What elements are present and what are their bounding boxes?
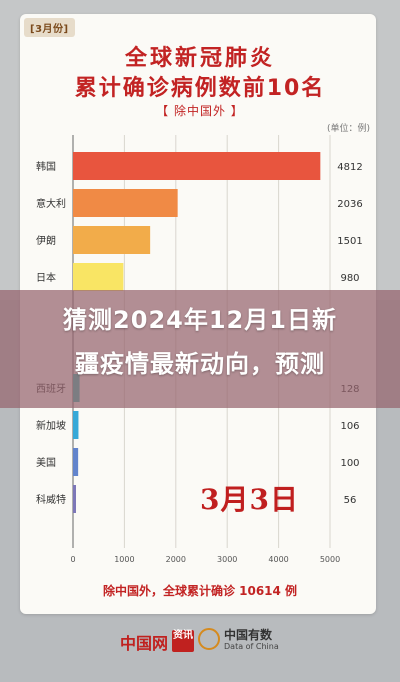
category-label: 伊朗 [36,235,56,247]
china-net-logo: 中国网 [120,634,169,653]
value-label: 4812 [337,162,362,173]
x-tick-label: 1000 [114,555,134,564]
bar [73,189,178,217]
headline-line1: 猜测2024年12月1日新 [63,306,337,334]
chart-title-line1: 全球新冠肺炎 [124,46,275,71]
chart-subtitle: 【 除中国外 】 [156,104,244,118]
bar [73,226,151,254]
category-label: 日本 [36,271,56,284]
value-label: 106 [340,421,359,432]
logo-bar: 中国网 资讯 中国有数 Data of China [0,622,400,662]
x-tick-label: 4000 [268,555,288,564]
category-label: 意大利 [36,197,66,210]
data-of-china-logo: 中国有数 [224,628,273,642]
bar [73,152,321,180]
value-label: 980 [340,273,359,284]
value-label: 56 [344,495,357,506]
x-tick-label: 5000 [320,555,340,564]
category-label: 美国 [36,456,56,469]
value-label: 2036 [337,199,362,210]
x-tick-label: 2000 [166,555,186,564]
date-stamp: 3月3日 [200,483,299,516]
bar [73,411,79,439]
value-label: 100 [340,458,359,469]
x-tick-label: 3000 [217,555,237,564]
x-tick-label: 0 [70,555,75,564]
headline-line2: 疆疫情最新动向，预测 [75,350,325,378]
value-label: 1501 [337,236,362,247]
bar [73,485,76,513]
chart-title-line2: 累计确诊病例数前10名 [74,76,326,101]
data-of-china-subtitle: Data of China [224,642,279,651]
headline-overlay [0,290,400,408]
data-of-china-icon [198,628,220,650]
month-tag: [3月份] [24,18,75,37]
chart-footnote: 除中国外，全球累计确诊 10614 例 [102,584,298,598]
category-label: 韩国 [36,160,56,173]
bar [73,448,79,476]
category-label: 新加坡 [36,419,66,432]
news-badge: 资讯 [172,630,194,652]
unit-label: (单位：例) [326,124,370,134]
bar [73,263,124,291]
category-label: 科威特 [36,493,66,506]
